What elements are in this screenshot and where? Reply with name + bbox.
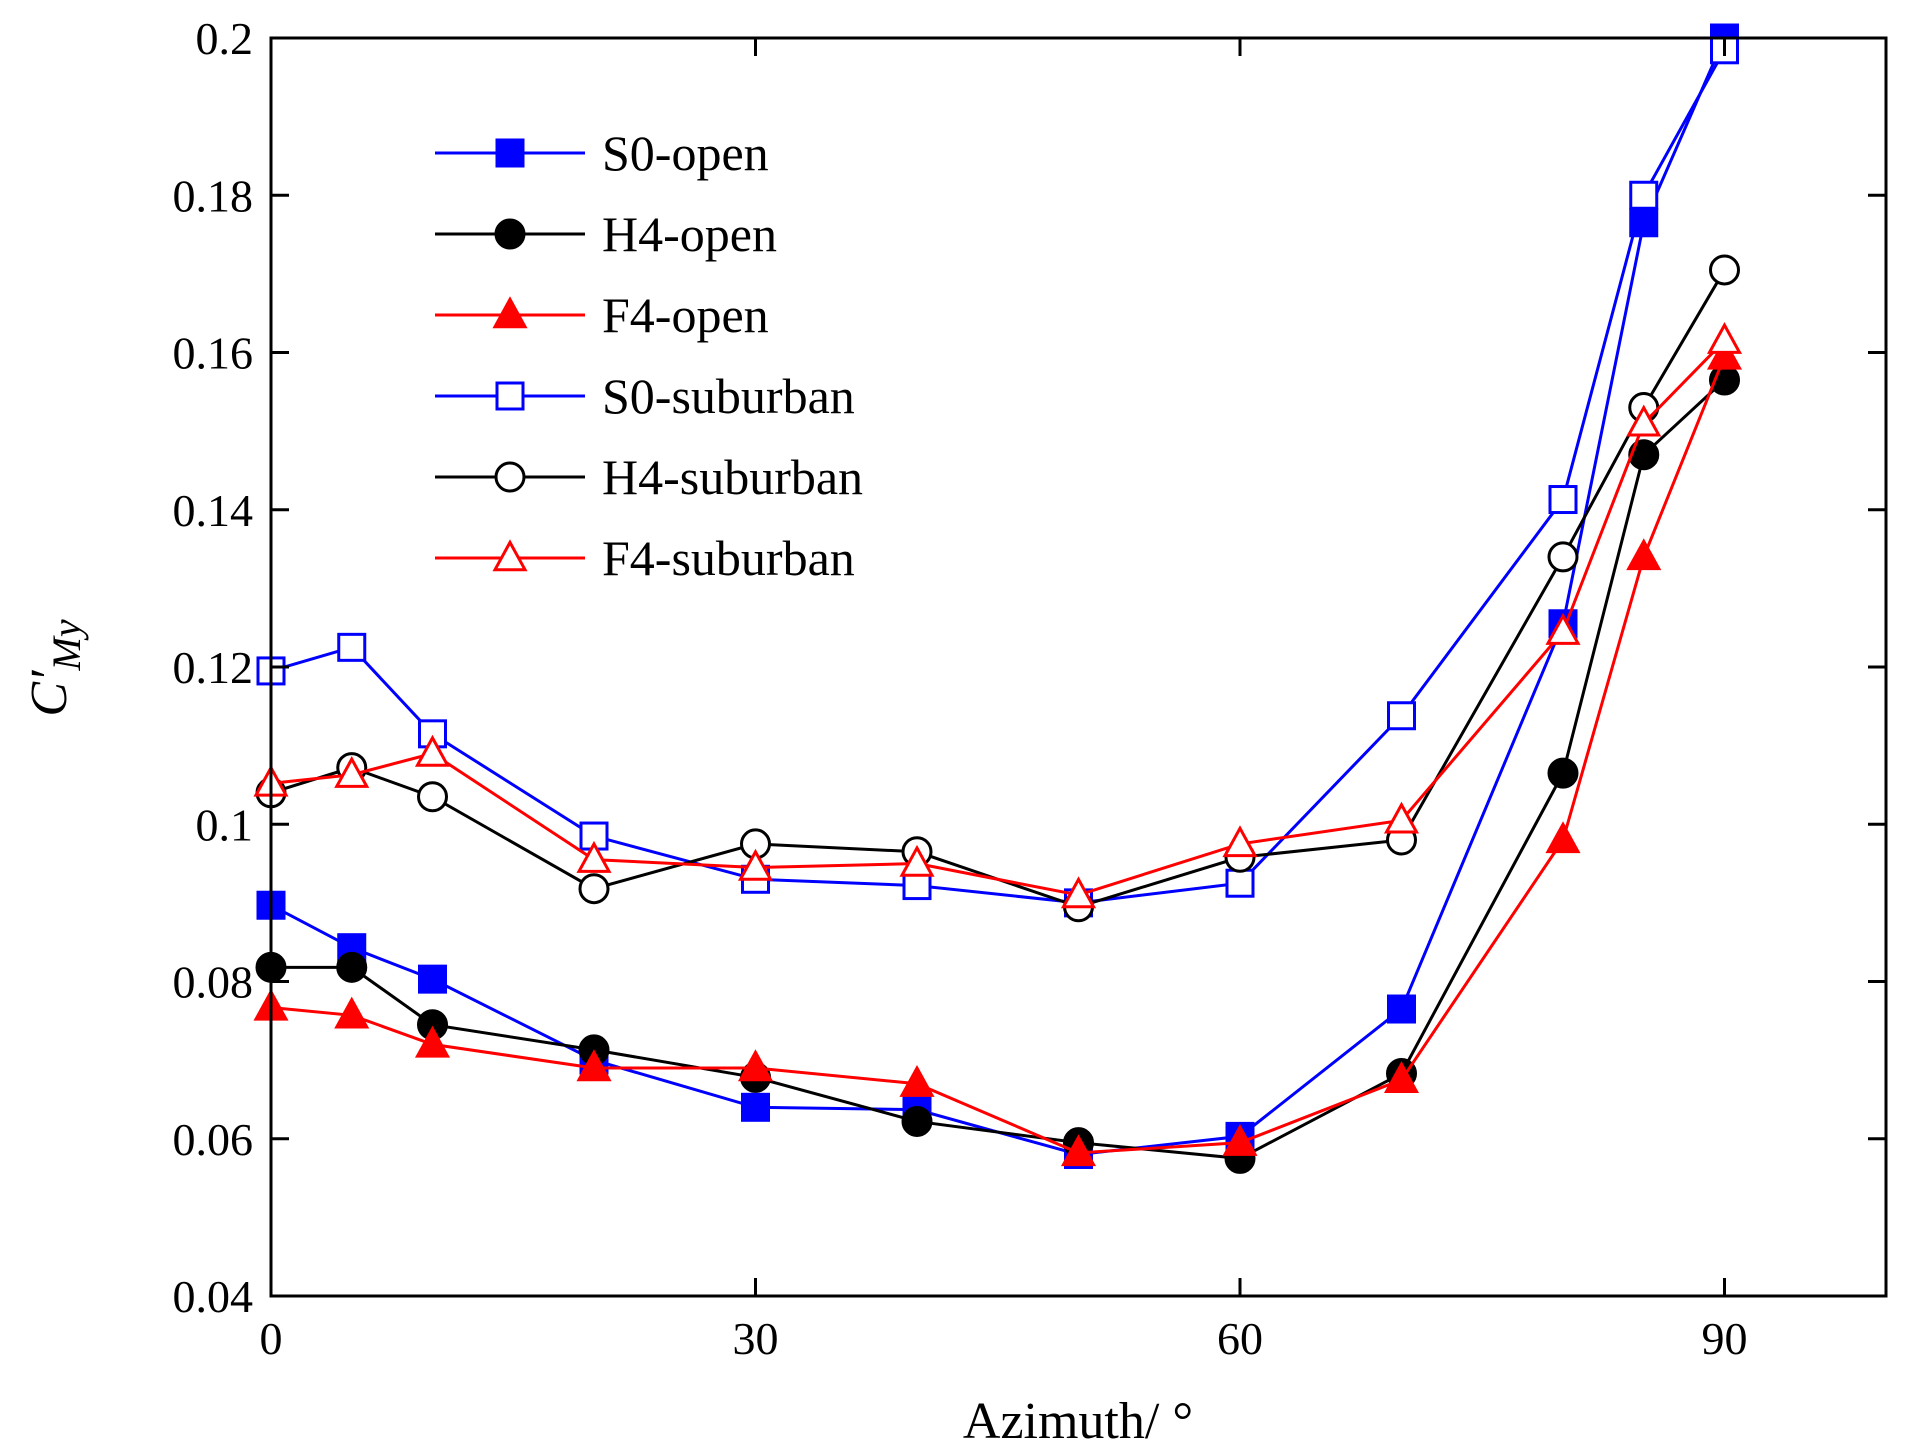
series-layer [253, 23, 1743, 1174]
data-point [1387, 701, 1416, 731]
data-point [417, 781, 448, 813]
y-axis-title: C′My [21, 619, 89, 716]
legend-label: H4-suburban [602, 449, 863, 505]
data-point [899, 844, 935, 877]
y-tick-label: 0.1 [196, 799, 254, 850]
data-point [418, 964, 447, 994]
data-point [1548, 485, 1578, 515]
y-tick-label: 0.16 [173, 328, 254, 379]
legend-entry: H4-open [435, 206, 777, 262]
legend-label: F4-suburban [602, 530, 855, 586]
x-tick-label: 90 [1702, 1313, 1748, 1364]
data-point [1060, 876, 1097, 909]
series-S0-open [256, 23, 1739, 1169]
data-point [337, 632, 367, 662]
x-tick-label: 60 [1217, 1313, 1263, 1364]
legend-marker [492, 539, 528, 572]
data-point [741, 1092, 770, 1122]
data-point [576, 840, 612, 873]
series-line [270, 355, 1726, 1155]
data-point [1706, 337, 1743, 370]
data-point [1545, 821, 1581, 854]
legend-entry: F4-open [435, 287, 769, 343]
legend-entry: S0-suburban [435, 368, 855, 424]
y-tick-label: 0.2 [196, 13, 254, 64]
data-point [1626, 538, 1662, 571]
series-H4-suburban [255, 254, 1740, 923]
data-point [1387, 994, 1416, 1024]
data-point [1222, 825, 1258, 858]
legend-marker [494, 218, 526, 250]
legend-marker [495, 138, 525, 168]
data-point [899, 1064, 935, 1097]
data-point [1060, 1134, 1097, 1167]
legend: S0-open H4-open F4-open S0-suburban H4-subur… [435, 125, 863, 586]
y-tick-label: 0.12 [173, 642, 254, 693]
y-tick-label: 0.14 [173, 485, 254, 536]
data-point [334, 756, 370, 788]
legend-marker [494, 461, 526, 493]
legend-entry: H4-suburban [435, 449, 863, 505]
series-F4-open [253, 337, 1743, 1167]
data-point [737, 848, 774, 881]
series-F4-suburban [253, 321, 1743, 909]
data-point [414, 734, 451, 767]
series-line [270, 269, 1726, 909]
x-tick-label: 30 [733, 1313, 779, 1364]
data-point [901, 1105, 933, 1137]
data-point [1545, 612, 1581, 645]
y-axis-title-sub: My [44, 619, 89, 671]
data-point [737, 1049, 774, 1082]
legend-label: F4-open [602, 287, 769, 343]
data-point [414, 1025, 451, 1058]
data-point [1383, 1061, 1420, 1093]
data-point [1629, 180, 1659, 210]
legend-entry: S0-open [435, 125, 769, 181]
data-point [578, 873, 610, 905]
x-axis-title: Azimuth/ ° [963, 1393, 1193, 1450]
legend-label: S0-open [602, 125, 769, 181]
data-point [1709, 254, 1740, 286]
data-point [336, 951, 368, 983]
legend-marker [492, 296, 528, 329]
data-point [1626, 404, 1662, 437]
y-tick-label: 0.06 [173, 1114, 254, 1165]
y-axis-title-base: C′ [21, 669, 78, 717]
series-H4-open [255, 364, 1740, 1174]
y-tick-label: 0.08 [173, 957, 254, 1008]
y-tick-label: 0.18 [173, 170, 254, 221]
data-point [334, 996, 370, 1029]
legend-label: H4-open [602, 206, 777, 262]
data-point [1222, 1123, 1258, 1156]
legend-entry: F4-suburban [435, 530, 855, 586]
series-line [271, 378, 1726, 1160]
series-line [270, 339, 1726, 897]
x-tick-label: 0 [260, 1313, 283, 1364]
data-point [1225, 868, 1255, 898]
legend-marker [495, 381, 525, 411]
series-line [270, 37, 1726, 1156]
data-point [1706, 321, 1743, 354]
data-point [1547, 757, 1579, 789]
data-point [1383, 801, 1420, 834]
ticks-layer: 0 30 60 90 0.04 0.06 0.08 0.1 0.12 0.14 0.16 0.18 0.… [173, 13, 1886, 1364]
legend-label: S0-suburban [602, 368, 855, 424]
data-point [1547, 541, 1579, 573]
y-tick-label: 0.04 [173, 1271, 254, 1322]
data-point [576, 1049, 612, 1082]
data-point [1628, 439, 1660, 471]
